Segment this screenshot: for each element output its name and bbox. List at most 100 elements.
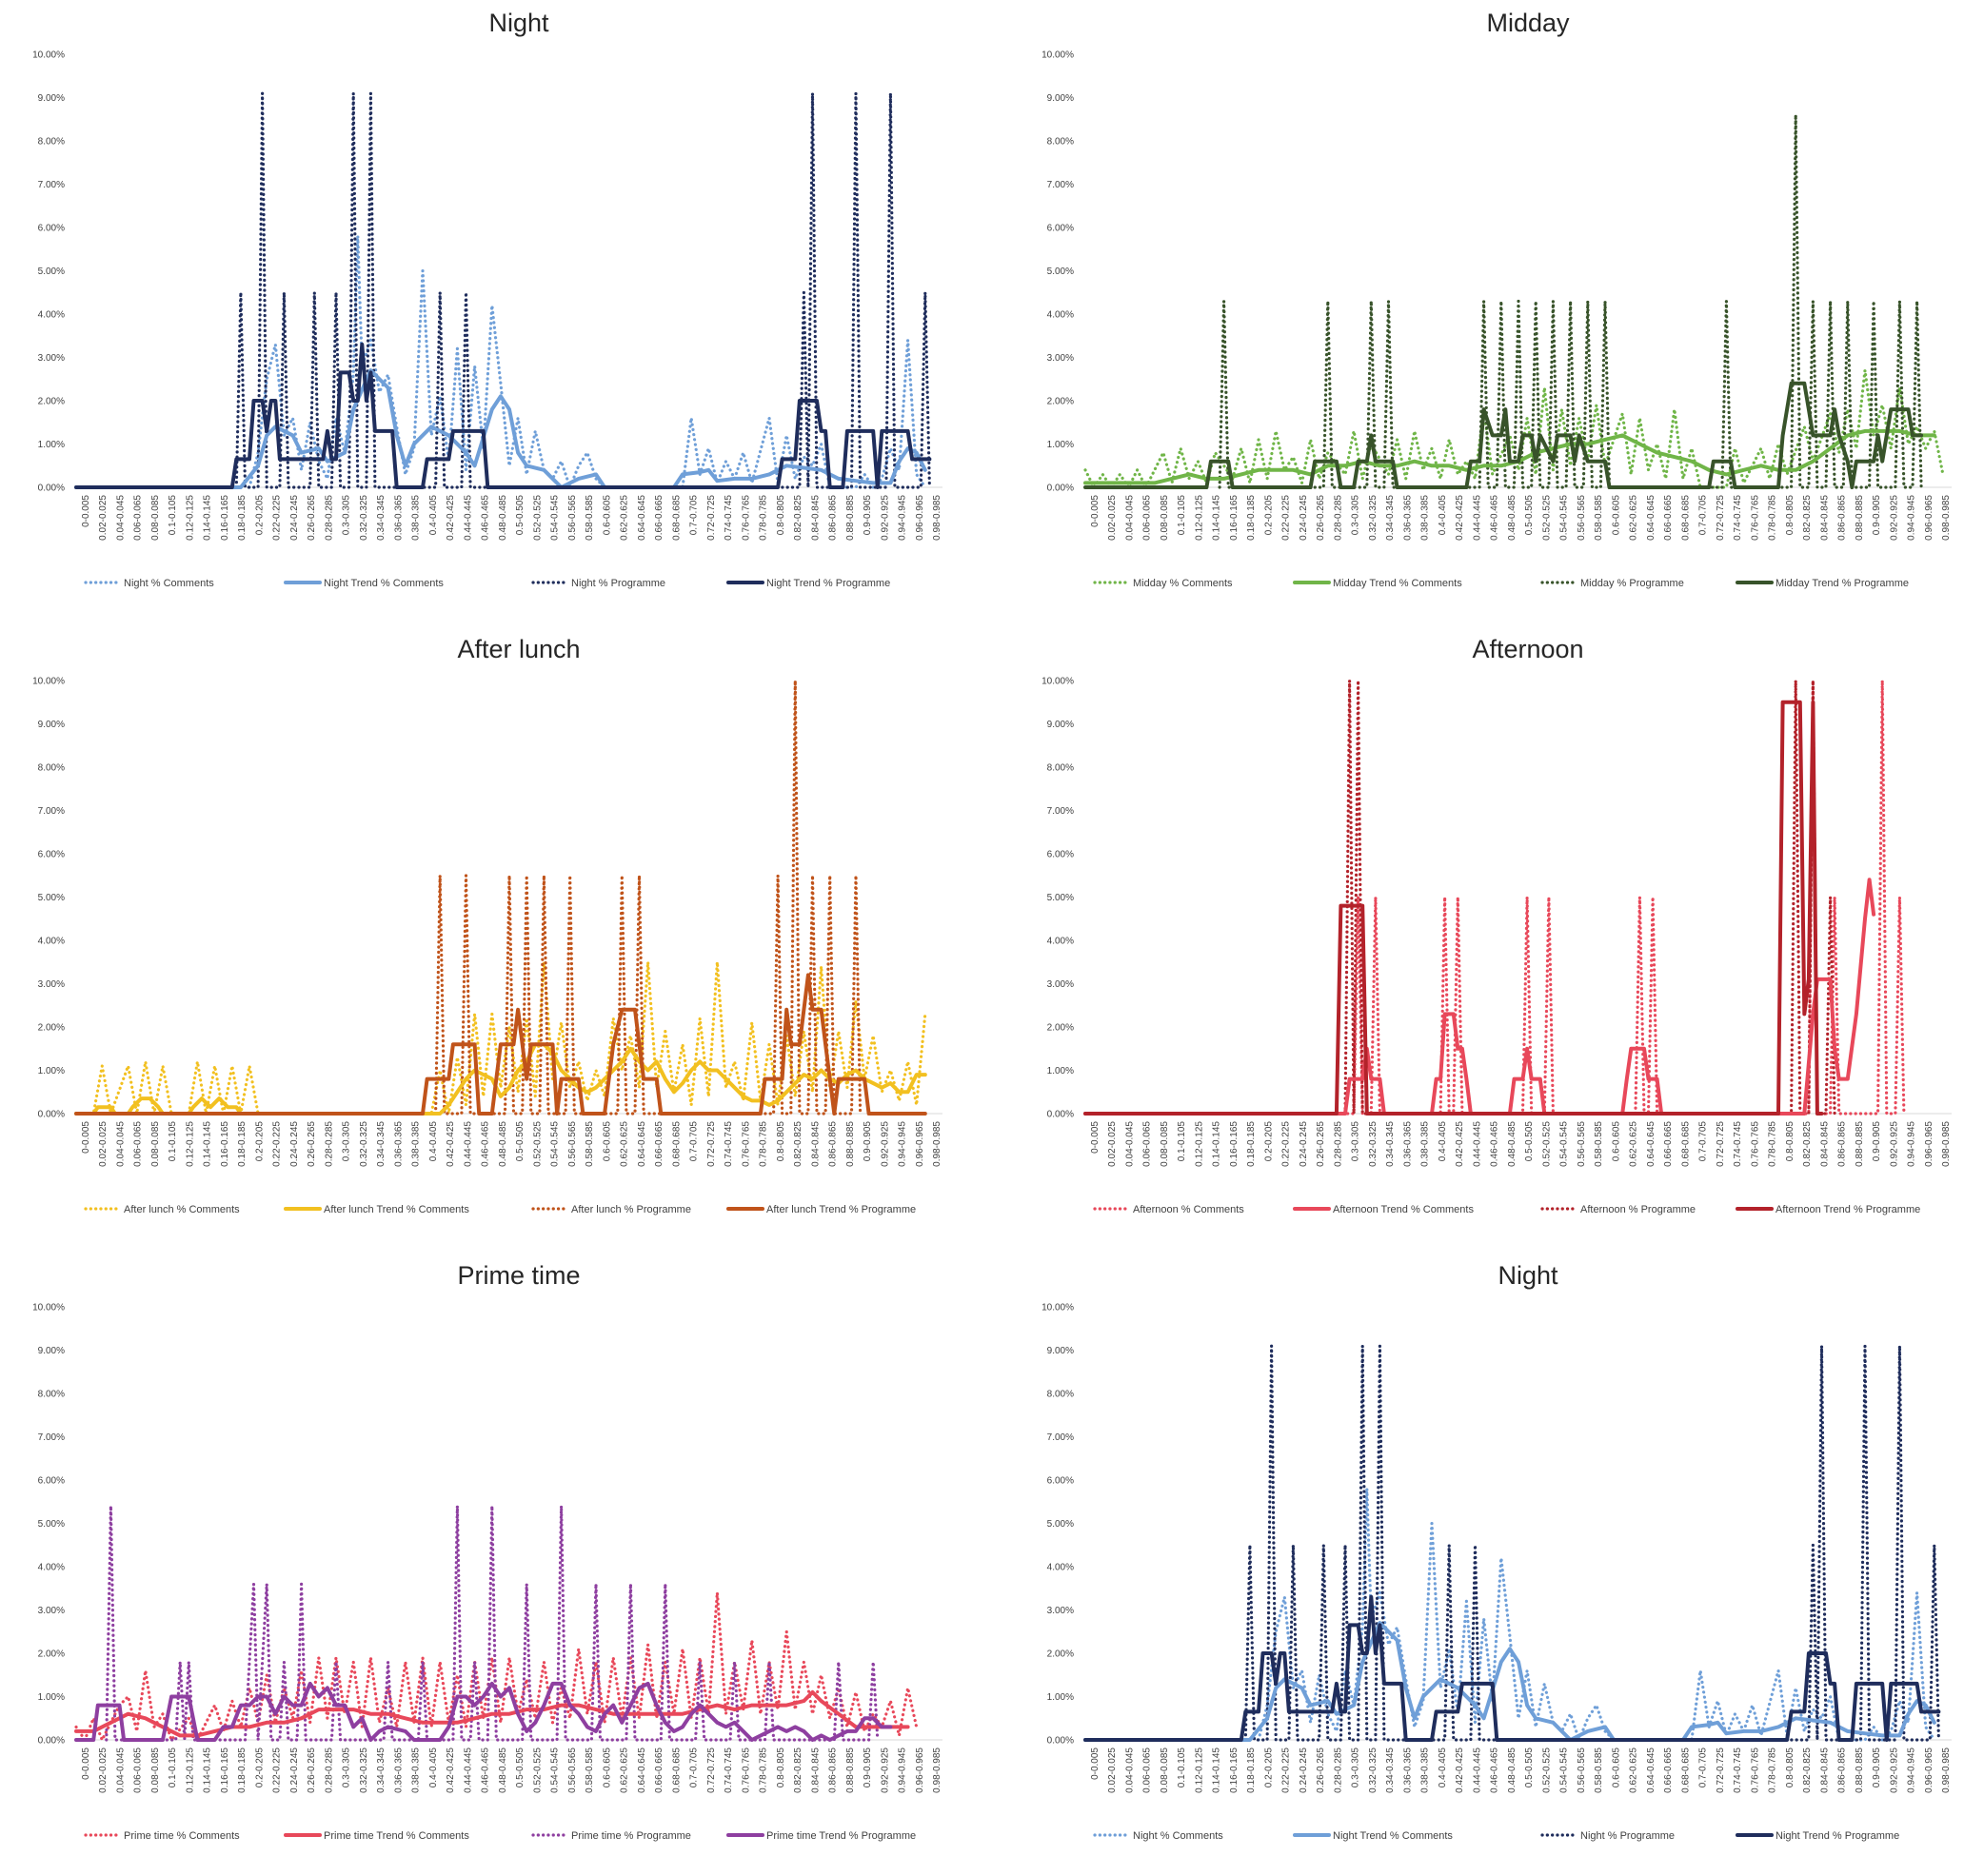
x-tick-label: 0.96-0.965 bbox=[1924, 1748, 1934, 1793]
series-line bbox=[1218, 113, 1923, 489]
x-tick-label: 0.66-0.665 bbox=[1663, 1748, 1674, 1793]
x-tick-label: 0.76-0.765 bbox=[741, 495, 751, 541]
x-tick-label: 0.16-0.165 bbox=[220, 1748, 230, 1793]
x-tick-label: 0.74-0.745 bbox=[1733, 1121, 1743, 1167]
legend-label: After lunch Trend % Programme bbox=[766, 1204, 916, 1215]
y-tick-label: 7.00% bbox=[38, 1432, 65, 1443]
x-tick-label: 0.36-0.365 bbox=[393, 495, 404, 541]
series-line bbox=[1083, 679, 1906, 1116]
x-tick-label: 0.1-0.105 bbox=[168, 495, 178, 536]
x-tick-label: 0.56-0.565 bbox=[1577, 1121, 1587, 1167]
series-line bbox=[248, 234, 927, 489]
x-tick-label: 0.38-0.385 bbox=[1420, 1748, 1431, 1793]
x-tick-label: 0.06-0.065 bbox=[1142, 1121, 1153, 1167]
chart-title: Night bbox=[1498, 1261, 1558, 1290]
y-tick-label: 2.00% bbox=[38, 1023, 65, 1034]
x-tick-label: 0.26-0.265 bbox=[1316, 1121, 1326, 1167]
x-tick-label: 0.92-0.925 bbox=[880, 495, 890, 541]
x-tick-label: 0.42-0.425 bbox=[446, 1748, 456, 1793]
x-tick-label: 0.78-0.785 bbox=[1768, 1121, 1778, 1167]
y-tick-label: 10.00% bbox=[1042, 50, 1074, 61]
x-tick-label: 0.82-0.825 bbox=[1802, 1748, 1813, 1793]
y-tick-label: 8.00% bbox=[1047, 763, 1074, 774]
legend-label: Prime time % Programme bbox=[571, 1830, 691, 1842]
x-tick-label: 0.38-0.385 bbox=[1420, 1121, 1431, 1167]
series-line bbox=[1083, 428, 1936, 485]
x-tick-label: 0.68-0.685 bbox=[671, 1748, 682, 1793]
series-line bbox=[74, 973, 927, 1116]
x-tick-label: 0.96-0.965 bbox=[915, 1748, 925, 1793]
x-tick-label: 0.08-0.085 bbox=[150, 1748, 161, 1793]
x-tick-label: 0.04-0.045 bbox=[1124, 495, 1135, 541]
x-tick-label: 0.16-0.165 bbox=[1229, 1748, 1240, 1793]
x-tick-label: 0.06-0.065 bbox=[133, 1748, 144, 1793]
x-tick-label: 0.66-0.665 bbox=[654, 495, 665, 541]
x-tick-label: 0.02-0.025 bbox=[98, 1748, 109, 1793]
y-tick-label: 6.00% bbox=[38, 224, 65, 234]
y-tick-label: 6.00% bbox=[1047, 850, 1074, 860]
x-tick-label: 0.72-0.725 bbox=[706, 495, 717, 541]
x-tick-label: 0.8-0.805 bbox=[1785, 495, 1795, 536]
x-tick-label: 0.18-0.185 bbox=[1246, 495, 1257, 541]
x-tick-label: 0.64-0.645 bbox=[1646, 495, 1657, 541]
x-tick-label: 0.88-0.885 bbox=[1855, 1121, 1865, 1167]
x-tick-label: 0.84-0.845 bbox=[810, 495, 821, 541]
x-tick-label: 0.98-0.985 bbox=[932, 495, 942, 541]
x-tick-label: 0.62-0.625 bbox=[1629, 1748, 1639, 1793]
x-tick-label: 0.2-0.205 bbox=[1263, 495, 1274, 536]
x-tick-label: 0.9-0.905 bbox=[1872, 495, 1882, 536]
x-tick-label: 0.6-0.605 bbox=[602, 1121, 612, 1162]
x-tick-label: 0-0.005 bbox=[1090, 495, 1101, 527]
x-tick-label: 0.78-0.785 bbox=[759, 1121, 769, 1167]
x-tick-label: 0.82-0.825 bbox=[793, 1121, 803, 1167]
x-tick-label: 0.1-0.105 bbox=[168, 1748, 178, 1788]
x-tick-label: 0.18-0.185 bbox=[1246, 1121, 1257, 1167]
x-tick-label: 0.76-0.765 bbox=[741, 1121, 751, 1167]
y-tick-label: 3.00% bbox=[38, 979, 65, 990]
y-tick-label: 0.00% bbox=[38, 1736, 65, 1747]
x-tick-label: 0.06-0.065 bbox=[133, 1121, 144, 1167]
x-tick-label: 0.84-0.845 bbox=[1819, 1748, 1830, 1793]
x-tick-label: 0.14-0.145 bbox=[203, 1121, 213, 1167]
x-tick-label: 0.94-0.945 bbox=[898, 495, 908, 541]
chart-title: Prime time bbox=[457, 1261, 580, 1290]
x-tick-label: 0.8-0.805 bbox=[1785, 1748, 1795, 1788]
x-tick-label: 0.28-0.285 bbox=[1333, 1748, 1343, 1793]
x-tick-label: 0.64-0.645 bbox=[1646, 1748, 1657, 1793]
series-line bbox=[74, 1042, 927, 1116]
x-tick-label: 0.74-0.745 bbox=[1733, 1748, 1743, 1793]
series-line bbox=[1243, 1344, 1940, 1742]
x-tick-label: 0.9-0.905 bbox=[1872, 1121, 1882, 1162]
x-tick-label: 0.02-0.025 bbox=[98, 1121, 109, 1167]
x-tick-label: 0.08-0.085 bbox=[150, 495, 161, 541]
chart-svg: Midday 0.00% 1.00% 2.00% 3.00% 4.00% 5.00% 6.00… bbox=[1042, 9, 1952, 589]
x-tick-label: 0.7-0.705 bbox=[1698, 495, 1709, 536]
x-tick-label: 0.1-0.105 bbox=[1177, 1121, 1187, 1162]
x-tick-label: 0.62-0.625 bbox=[1629, 1121, 1639, 1167]
legend-label: Night Trend % Programme bbox=[1776, 1830, 1899, 1842]
legend-label: Night % Programme bbox=[1580, 1830, 1675, 1842]
x-tick-label: 0.76-0.765 bbox=[741, 1748, 751, 1793]
x-tick-label: 0.16-0.165 bbox=[220, 1121, 230, 1167]
x-tick-label: 0.3-0.305 bbox=[342, 495, 352, 536]
y-tick-label: 1.00% bbox=[38, 1692, 65, 1703]
x-tick-label: 0.9-0.905 bbox=[863, 1748, 873, 1788]
x-tick-label: 0.38-0.385 bbox=[411, 1748, 422, 1793]
series-line bbox=[74, 1590, 919, 1742]
y-tick-label: 0.00% bbox=[38, 1110, 65, 1120]
x-tick-label: 0.2-0.205 bbox=[1263, 1121, 1274, 1162]
x-tick-label: 0.18-0.185 bbox=[237, 495, 248, 541]
y-tick-label: 0.00% bbox=[38, 484, 65, 494]
x-tick-label: 0.42-0.425 bbox=[1455, 495, 1465, 541]
x-tick-label: 0.32-0.325 bbox=[359, 495, 369, 541]
y-tick-label: 5.00% bbox=[1047, 1519, 1074, 1530]
x-tick-label: 0.5-0.505 bbox=[515, 495, 526, 536]
x-tick-label: 0.14-0.145 bbox=[203, 1748, 213, 1793]
legend-label: After lunch % Comments bbox=[124, 1204, 240, 1215]
x-tick-label: 0.44-0.445 bbox=[463, 1748, 473, 1793]
x-tick-label: 0.8-0.805 bbox=[776, 1121, 786, 1162]
x-tick-label: 0.24-0.245 bbox=[289, 1121, 300, 1167]
x-tick-label: 0.74-0.745 bbox=[724, 1748, 734, 1793]
x-tick-label: 0.46-0.465 bbox=[1490, 1121, 1500, 1167]
x-tick-label: 0.72-0.725 bbox=[1716, 495, 1726, 541]
